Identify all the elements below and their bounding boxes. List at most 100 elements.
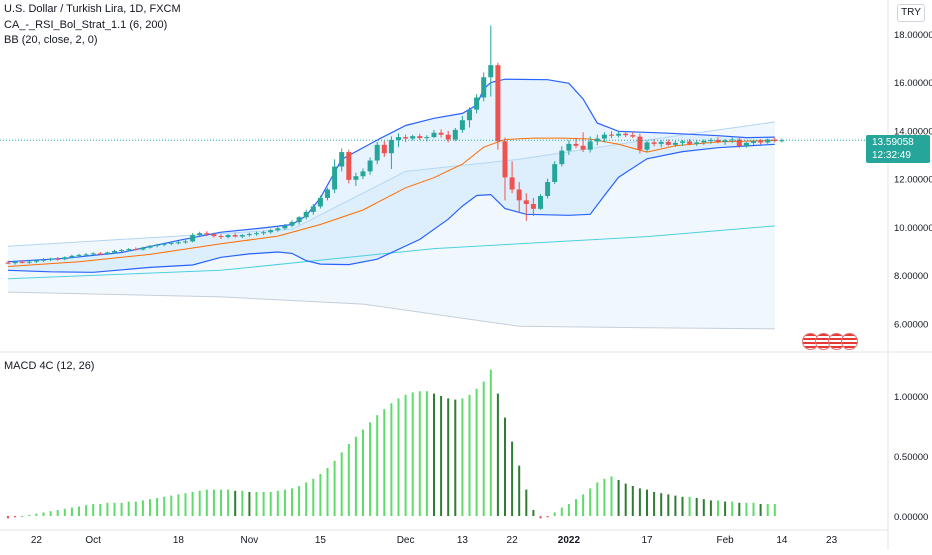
time-tick-label: 22 (507, 535, 519, 546)
macd-bar (298, 486, 301, 516)
candle-body (41, 259, 46, 261)
macd-tick-label: 1.00000 (894, 392, 928, 403)
macd-bar (475, 388, 478, 516)
macd-bar (489, 369, 492, 516)
macd-bar (127, 501, 130, 516)
candle-body (715, 140, 721, 142)
macd-bar (653, 492, 656, 516)
candle-body (296, 217, 302, 223)
candle-body (388, 140, 394, 154)
candle-body (495, 65, 501, 142)
macd-bar (7, 516, 9, 519)
macd-bar (376, 415, 379, 516)
currency-button[interactable]: TRY (897, 4, 925, 22)
macd-bar (212, 489, 215, 516)
indicator-bb-label[interactable]: BB (20, close, 2, 0) (4, 34, 98, 46)
candle-body (367, 160, 373, 172)
macd-bar (92, 504, 95, 516)
macd-bar (312, 478, 315, 516)
candle-body (516, 189, 522, 201)
macd-tick-label: 0.00000 (894, 512, 928, 523)
candle-body (5, 262, 11, 264)
price-tick-label: 10.00000 (894, 223, 932, 234)
candle-body (445, 134, 451, 140)
candle-body (410, 136, 416, 139)
time-tick-label: Nov (241, 535, 259, 546)
candle-body (339, 152, 345, 167)
candle-body (538, 196, 543, 209)
macd-label[interactable]: MACD 4C (12, 26) (4, 360, 95, 372)
envelope-upper-line (7, 121, 775, 247)
candle-body (452, 129, 458, 140)
candle-body (637, 136, 643, 150)
candle-body (680, 141, 685, 143)
events-markers[interactable] (802, 333, 858, 351)
macd-bar (305, 482, 308, 516)
macd-bar (347, 444, 350, 516)
macd-bar (283, 489, 286, 516)
candle-body (289, 222, 295, 226)
candle-body (573, 143, 579, 146)
candle-body (523, 200, 529, 204)
macd-bar (674, 495, 677, 516)
macd-bar (482, 381, 485, 516)
time-tick-label: Dec (397, 535, 415, 546)
candle-body (644, 142, 650, 150)
macd-bar (113, 502, 116, 516)
macd-bar (433, 393, 435, 516)
macd-bar (702, 499, 705, 516)
indicator-rsi-bol-label[interactable]: CA_-_RSI_Bol_Strat_1.1 (6, 200) (4, 19, 168, 31)
us-flag-icon[interactable] (841, 333, 858, 350)
candle-body (353, 176, 359, 180)
macd-bar (362, 429, 364, 516)
macd-bar (631, 486, 634, 516)
candle-body (168, 242, 174, 244)
candle-body (232, 235, 238, 237)
macd-bar (525, 489, 528, 516)
macd-bar (220, 489, 222, 516)
macd-bar (681, 496, 684, 516)
macd-bar (738, 502, 741, 516)
countdown-timer: 12:32:49 (872, 150, 911, 161)
macd-bar (418, 391, 421, 516)
macd-bar (35, 513, 38, 516)
macd-bar (248, 492, 251, 516)
bb-upper-line (7, 78, 775, 263)
candle-body (119, 250, 125, 252)
candle-body (651, 142, 657, 144)
macd-bar (411, 392, 414, 516)
candle-body (90, 253, 96, 255)
bb-lower-line (7, 143, 775, 273)
candle-body (268, 230, 274, 233)
candle-body (672, 142, 678, 145)
macd-bar (589, 488, 592, 516)
envelope-lower-line (7, 291, 775, 330)
price-tick-label: 16.00000 (894, 78, 932, 89)
candle-body (601, 134, 607, 139)
macd-bar (49, 511, 52, 516)
macd-bar (14, 516, 17, 518)
macd-bar (553, 512, 556, 516)
macd-bar (667, 494, 670, 516)
macd-bar (759, 504, 762, 516)
macd-bar (234, 490, 237, 516)
candle-body (701, 140, 707, 143)
candle-body (83, 254, 89, 256)
macd-bar (425, 391, 428, 516)
candle-body (275, 228, 281, 231)
macd-bar (695, 498, 698, 516)
macd-bar (149, 499, 151, 516)
macd-bar (141, 500, 144, 516)
bb-basis-line (7, 137, 775, 267)
macd-bar (518, 465, 521, 516)
candle-body (303, 211, 309, 218)
macd-bar (532, 510, 535, 516)
candle-body (687, 141, 693, 144)
time-tick-label: 22 (31, 535, 43, 546)
time-tick-label: 17 (641, 535, 653, 546)
candle-body (62, 257, 68, 260)
candle-body (112, 251, 117, 253)
macd-bar (184, 493, 187, 516)
macd-bar (262, 492, 265, 516)
